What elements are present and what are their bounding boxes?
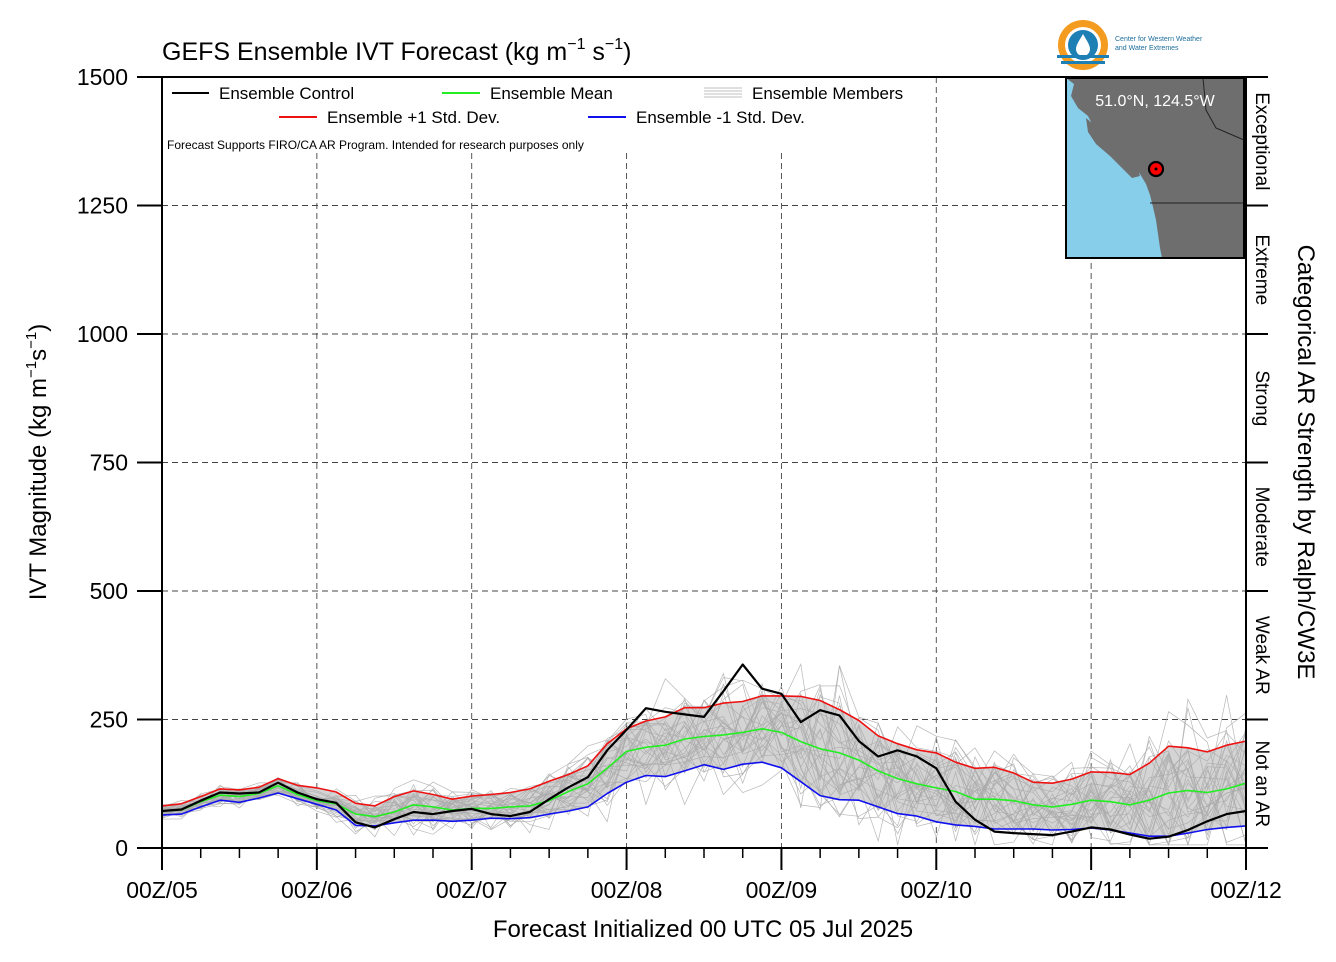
x-tick-label: 00Z/12 xyxy=(1210,877,1282,903)
control-line xyxy=(161,663,1247,840)
chart-title: GEFS Ensemble IVT Forecast (kg m−1 s−1) xyxy=(162,36,632,66)
member-line xyxy=(161,684,1247,828)
x-axis-label: Forecast Initialized 00 UTC 05 Jul 2025 xyxy=(493,916,913,943)
y-tick-label: 750 xyxy=(90,450,128,476)
logo-text-line1: Center for Western Weather xyxy=(1115,36,1203,43)
x-tick-label: 00Z/05 xyxy=(126,877,198,903)
inset-map-borders xyxy=(1150,77,1245,204)
legend-label-members: Ensemble Members xyxy=(752,84,903,103)
x-tick-label: 00Z/09 xyxy=(746,877,818,903)
legend-label-plus-sd: Ensemble +1 Std. Dev. xyxy=(327,108,500,127)
y-tick-label: 500 xyxy=(90,578,128,604)
water-drop-icon xyxy=(1076,34,1090,56)
y-tick-label: 1000 xyxy=(77,321,128,347)
grid-lines xyxy=(162,77,1246,848)
series-lines xyxy=(161,663,1247,840)
x-tick-label: 00Z/06 xyxy=(281,877,353,903)
legend-label-minus-sd: Ensemble -1 Std. Dev. xyxy=(636,108,805,127)
x-tick-label: 00Z/11 xyxy=(1056,877,1126,903)
cw3e-logo: Center for Western Weather and Water Ext… xyxy=(1057,20,1203,70)
legend: Ensemble Control Ensemble Mean Ensemble … xyxy=(172,84,903,127)
disclaimer-text: Forecast Supports FIRO/CA AR Program. In… xyxy=(167,138,584,152)
member-line xyxy=(161,696,1247,822)
category-label: Weak AR xyxy=(1251,616,1272,695)
category-label: Not an AR xyxy=(1251,740,1272,827)
minus-sd-line xyxy=(161,761,1247,838)
member-line xyxy=(161,741,1247,847)
category-label: Strong xyxy=(1251,370,1272,426)
y-tick-label: 0 xyxy=(115,835,128,861)
x-tick-label: 00Z/10 xyxy=(900,877,972,903)
logo-text-line2: and Water Extremes xyxy=(1115,45,1179,52)
category-label: Exceptional xyxy=(1251,92,1272,190)
inset-map: 51.0°N, 124.5°W xyxy=(1065,77,1245,259)
y-tick-label: 1250 xyxy=(77,193,128,219)
x-tick-label: 00Z/07 xyxy=(436,877,508,903)
ensemble-member-lines xyxy=(161,663,1247,847)
location-label: 51.0°N, 124.5°W xyxy=(1095,93,1215,110)
member-line xyxy=(161,707,1247,837)
category-labels: Not an AR Weak AR Moderate Strong Extreme Exc… xyxy=(1251,92,1272,827)
plus-sd-line xyxy=(161,695,1247,807)
y-tick-label: 1500 xyxy=(77,64,128,90)
member-line xyxy=(161,663,1247,847)
legend-label-mean: Ensemble Mean xyxy=(490,84,613,103)
right-axis-label: Categorical AR Strength by Ralph/CW3E xyxy=(1292,245,1319,680)
vancouver-island xyxy=(1086,118,1140,178)
x-tick-label: 00Z/08 xyxy=(591,877,663,903)
y-tick-label: 250 xyxy=(90,707,128,733)
member-line xyxy=(161,715,1247,846)
mean-line xyxy=(161,727,1247,818)
y-axis-label: IVT Magnitude (kg m−1s−1) xyxy=(23,324,52,601)
member-line xyxy=(161,699,1247,827)
category-label: Moderate xyxy=(1251,487,1272,567)
category-label: Extreme xyxy=(1251,234,1272,305)
legend-swatch-members xyxy=(704,87,742,98)
tick-labels: 0 250 500 750 1000 1250 1500 00Z/05 00Z/06 00Z/07… xyxy=(77,64,1282,903)
legend-label-control: Ensemble Control xyxy=(219,84,354,103)
